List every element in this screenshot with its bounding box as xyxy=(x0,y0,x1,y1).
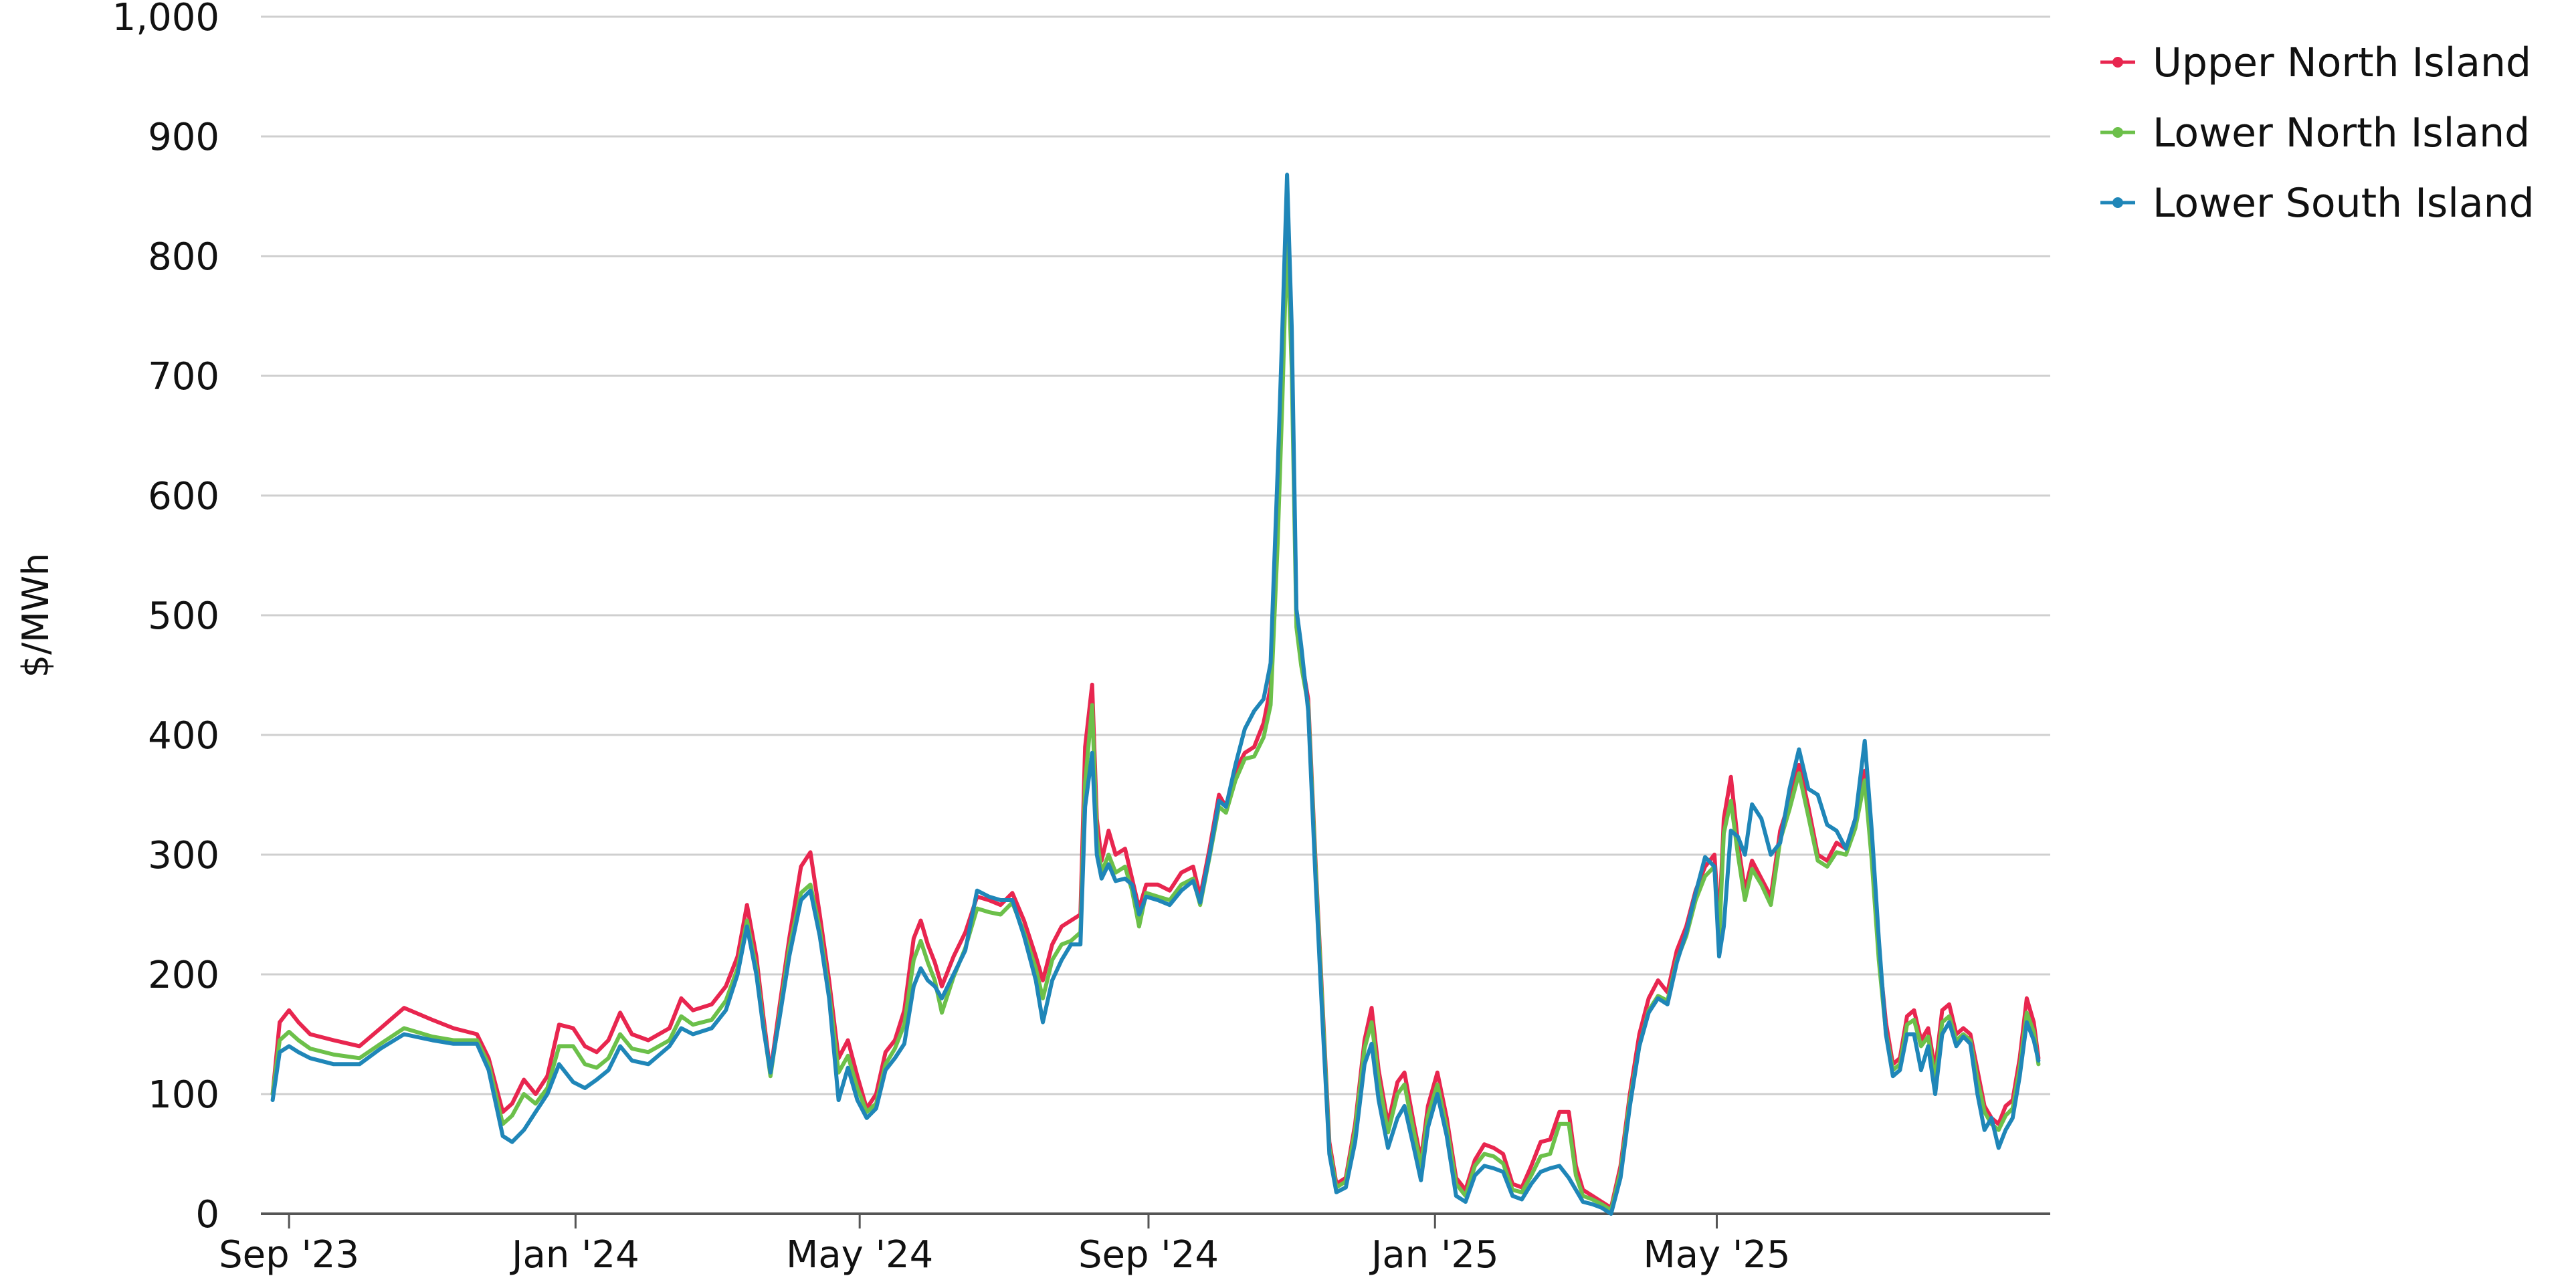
y-tick-label: 100 xyxy=(148,1073,219,1117)
legend-marker xyxy=(2112,127,2123,138)
y-tick-label: 700 xyxy=(148,355,219,399)
y-tick-label: 800 xyxy=(148,235,219,279)
x-tick-label: Sep '24 xyxy=(1078,1233,1219,1277)
legend-marker xyxy=(2112,57,2123,68)
y-tick-label: 1,000 xyxy=(112,0,219,39)
x-tick-label: May '24 xyxy=(786,1233,933,1277)
legend-item-upper-north-island[interactable]: Upper North Island xyxy=(2100,39,2531,86)
x-tick-label: May '25 xyxy=(1643,1233,1790,1277)
legend: Upper North Island Lower North Island Lowe… xyxy=(2100,39,2535,227)
grid-lines xyxy=(261,15,2050,1095)
y-tick-label: 0 xyxy=(195,1193,219,1237)
axes: 0 100 200 300 400 500 600 700 800 900 1,000 Sep '23… xyxy=(112,0,2050,1277)
y-tick-label: 400 xyxy=(148,714,219,758)
series-line-lower-north-island xyxy=(270,230,2041,1212)
y-tick-label: 600 xyxy=(148,475,219,518)
x-tick-label: Sep '23 xyxy=(219,1233,359,1277)
legend-label: Lower North Island xyxy=(2153,110,2530,156)
legend-item-lower-south-island[interactable]: Lower South Island xyxy=(2100,180,2535,227)
y-tick-label: 900 xyxy=(148,116,219,159)
y-axis-label: $/MWh xyxy=(15,553,57,678)
x-tick-label: Jan '24 xyxy=(510,1233,639,1277)
x-tick-label: Jan '25 xyxy=(1369,1233,1499,1277)
y-tick-label: 300 xyxy=(148,834,219,877)
y-tick-label: 500 xyxy=(148,595,219,638)
legend-marker xyxy=(2112,197,2123,208)
legend-label: Lower South Island xyxy=(2153,180,2535,227)
series-line-upper-north-island xyxy=(270,218,2041,1210)
y-tick-label: 200 xyxy=(148,954,219,997)
series-line-lower-south-island xyxy=(270,173,2041,1216)
legend-label: Upper North Island xyxy=(2153,39,2531,86)
legend-item-lower-north-island[interactable]: Lower North Island xyxy=(2100,110,2530,156)
series-lines xyxy=(270,173,2041,1216)
